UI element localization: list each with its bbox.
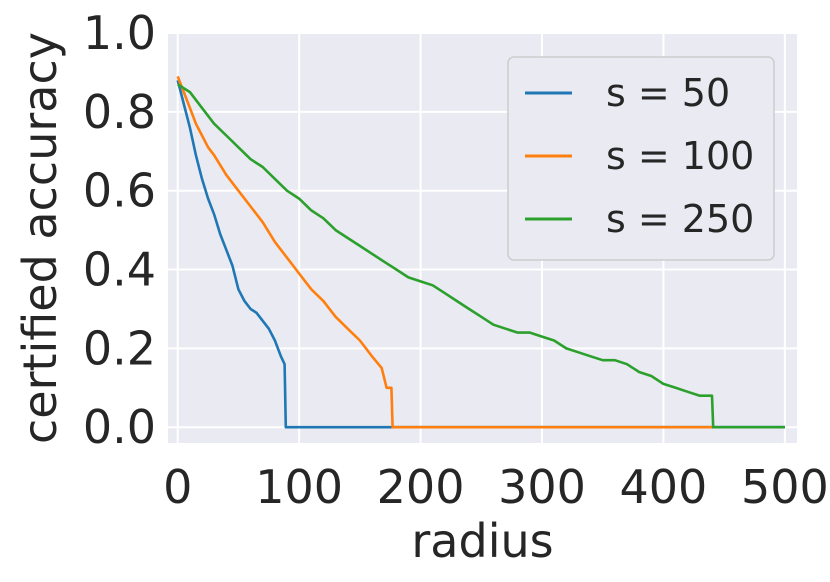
series-line [176,83,785,429]
x-tick-label: 500 [741,460,829,514]
y-tick-label: 0.4 [83,243,156,297]
x-axis-ticks: 0 100 200 300 400 500 [163,460,829,514]
x-tick-label: 0 [163,460,192,514]
legend-box [507,56,775,261]
y-tick-label: 0.2 [83,321,156,375]
x-tick-label: 100 [255,460,343,514]
legend-label: s = 100 [606,134,754,178]
y-tick-label: 0.6 [83,164,156,218]
x-tick-label: 200 [377,460,465,514]
series-lines [176,75,785,429]
y-axis-ticks: 0.0 0.2 0.4 0.6 0.8 1.0 [83,6,156,454]
series-line [176,75,712,429]
x-tick-label: 300 [498,460,586,514]
y-tick-label: 1.0 [83,6,156,60]
y-tick-label: 0.0 [83,400,156,454]
legend-label: s = 250 [606,197,754,241]
legend-label: s = 50 [606,71,730,115]
y-tick-label: 0.8 [83,85,156,139]
series-line [176,79,785,429]
legend: s = 50 s = 100 s = 250 [507,56,775,261]
y-axis-label: certified accuracy [13,32,67,444]
x-tick-label: 400 [620,460,708,514]
x-axis-label: radius [411,514,553,568]
